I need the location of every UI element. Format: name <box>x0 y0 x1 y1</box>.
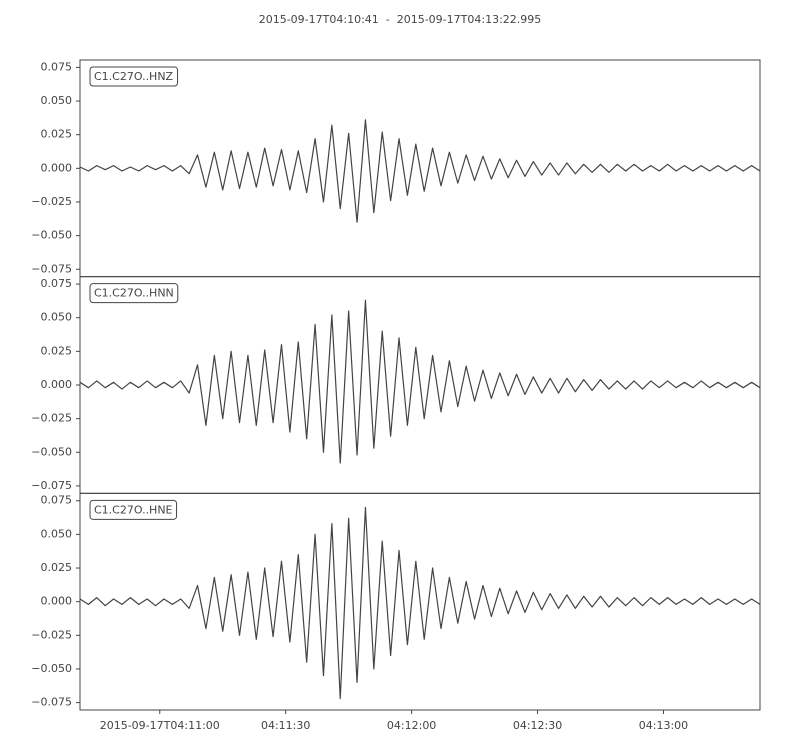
x-tick-label: 04:12:30 <box>513 719 562 732</box>
x-tick-label: 04:11:30 <box>261 719 310 732</box>
x-tick-label: 04:12:00 <box>387 719 436 732</box>
y-tick-label: 0.075 <box>41 494 73 507</box>
y-tick-label: 0.050 <box>41 527 73 540</box>
y-tick-label: 0.025 <box>41 128 73 141</box>
trace-label: C1.C27O..HNE <box>94 503 173 516</box>
y-tick-label: 0.000 <box>41 595 73 608</box>
trace-label-box <box>89 499 178 520</box>
x-tick-label: 04:13:00 <box>639 719 688 732</box>
waveform <box>79 506 761 700</box>
y-tick-label: −0.025 <box>31 195 72 208</box>
y-tick-label: −0.050 <box>31 445 72 458</box>
trace-label: C1.C27O..HNZ <box>94 70 174 83</box>
y-tick-label: 0.050 <box>41 94 73 107</box>
y-tick-label: 0.025 <box>41 561 73 574</box>
y-tick-label: 0.000 <box>41 378 73 391</box>
y-tick-label: 0.075 <box>41 277 73 290</box>
y-tick-label: 0.050 <box>41 311 73 324</box>
y-tick-label: 0.000 <box>41 161 73 174</box>
waveform <box>79 119 761 223</box>
y-tick-label: 0.075 <box>41 60 73 73</box>
x-tick-label: 2015-09-17T04:11:00 <box>100 719 220 732</box>
y-tick-label: −0.075 <box>31 696 72 709</box>
y-tick-label: −0.025 <box>31 412 72 425</box>
y-tick-label: −0.075 <box>31 262 72 275</box>
trace-label-box <box>89 66 179 87</box>
trace-label-box <box>89 283 179 304</box>
y-tick-label: −0.025 <box>31 628 72 641</box>
y-tick-label: −0.075 <box>31 479 72 492</box>
chart-title: 2015-09-17T04:10:41 - 2015-09-17T04:13:2… <box>259 13 542 26</box>
y-tick-label: −0.050 <box>31 229 72 242</box>
trace-label: C1.C27O..HNN <box>94 287 174 300</box>
y-tick-label: −0.050 <box>31 662 72 675</box>
waveform <box>79 299 761 464</box>
y-tick-label: 0.025 <box>41 344 73 357</box>
